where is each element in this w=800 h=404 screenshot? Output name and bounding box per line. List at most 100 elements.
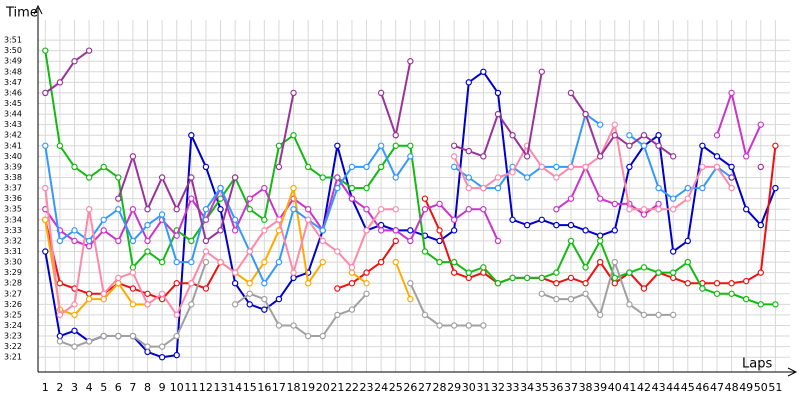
point [509, 216, 516, 223]
point [129, 332, 137, 340]
point [655, 132, 662, 139]
point [42, 142, 49, 149]
point [582, 290, 589, 297]
point [348, 195, 356, 202]
x-tick-label: 3 [71, 381, 78, 394]
x-tick-label: 2 [56, 381, 63, 394]
point [231, 227, 239, 234]
point [144, 290, 151, 297]
point [450, 142, 458, 149]
point [129, 206, 137, 213]
point [261, 227, 268, 234]
point [728, 89, 735, 97]
point [290, 132, 297, 139]
point [626, 206, 633, 213]
tick-labels: 3:21 3:223:23 3:24 3:253:26 3:273:28 3:293:30… [4, 36, 782, 394]
point [290, 89, 297, 97]
point [188, 258, 195, 266]
point [450, 258, 458, 266]
point [202, 206, 210, 213]
point [348, 264, 356, 271]
point [436, 322, 443, 329]
point [596, 195, 604, 202]
point [334, 285, 341, 292]
point [669, 274, 677, 282]
x-tick-label: 51 [768, 381, 782, 394]
point [538, 68, 545, 75]
point [611, 280, 618, 287]
point [626, 163, 633, 171]
x-axis-arrow [787, 367, 798, 377]
point [699, 184, 706, 192]
point [407, 142, 414, 149]
point [100, 163, 107, 171]
point [231, 269, 239, 276]
x-tick-label: 26 [403, 381, 417, 394]
point [684, 237, 691, 245]
point [115, 195, 122, 202]
point [304, 280, 312, 287]
point [713, 163, 721, 171]
point [407, 280, 414, 287]
point [655, 200, 662, 208]
point [158, 258, 166, 266]
point [480, 184, 487, 192]
point [188, 174, 195, 181]
y-tick-label: 3:39 [4, 162, 22, 171]
point [202, 258, 210, 266]
point [85, 206, 93, 213]
point [377, 142, 385, 149]
point [611, 274, 618, 282]
point [523, 221, 531, 229]
point [392, 227, 399, 234]
point [173, 351, 180, 359]
point [494, 280, 502, 287]
point [436, 237, 443, 245]
point [553, 221, 560, 229]
x-tick-label: 45 [681, 381, 695, 394]
x-tick-label: 47 [710, 381, 724, 394]
point [669, 248, 677, 255]
point [261, 280, 268, 287]
point [71, 301, 78, 308]
x-tick-label: 17 [272, 381, 286, 394]
point [494, 174, 502, 181]
point [480, 322, 487, 329]
point [246, 206, 253, 213]
point [144, 343, 151, 350]
y-tick-label: 3:30 [4, 258, 22, 267]
point [348, 280, 356, 287]
point [582, 110, 589, 118]
point [334, 311, 341, 319]
y-tick-label: 3:36 [4, 194, 22, 203]
x-tick-label: 40 [608, 381, 622, 394]
point [728, 290, 735, 297]
y-tick-label: 3:42 [4, 131, 22, 140]
point [173, 332, 180, 340]
point [275, 142, 283, 149]
point [158, 174, 166, 181]
point [450, 216, 458, 223]
point [772, 301, 779, 308]
x-tick-label: 37 [564, 381, 578, 394]
point [699, 163, 706, 171]
y-tick-label: 3:40 [4, 152, 22, 161]
point [129, 237, 137, 245]
point [640, 132, 648, 139]
point [392, 142, 399, 149]
point [669, 269, 677, 276]
point [436, 200, 443, 208]
point [304, 206, 312, 213]
point [129, 264, 137, 271]
point [85, 290, 93, 297]
point [129, 153, 137, 160]
point [611, 258, 618, 266]
point [655, 184, 662, 192]
point [611, 132, 618, 139]
point [465, 79, 472, 86]
point [596, 232, 604, 239]
point [231, 174, 239, 181]
point [188, 195, 195, 202]
point [377, 258, 385, 266]
point [85, 174, 93, 181]
